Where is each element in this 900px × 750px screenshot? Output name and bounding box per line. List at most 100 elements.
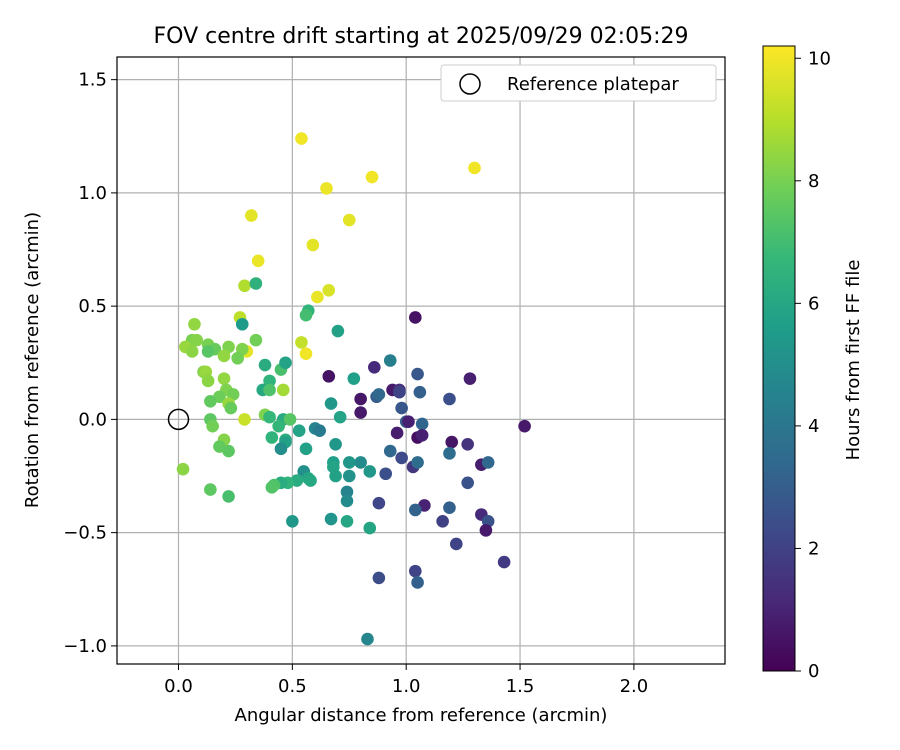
- x-axis-ticks: 0.0 0.5 1.0 1.5 2.0: [164, 664, 648, 697]
- data-point: [390, 426, 404, 440]
- data-point: [331, 324, 345, 338]
- data-point: [263, 410, 276, 424]
- data-point: [479, 524, 493, 537]
- data-point: [313, 424, 326, 438]
- data-point: [518, 419, 531, 433]
- legend-marker-reference: [459, 73, 481, 95]
- data-point: [411, 367, 424, 381]
- data-point: [324, 512, 338, 526]
- data-point: [449, 537, 463, 551]
- data-point: [463, 372, 477, 385]
- legend: Reference platepar: [440, 64, 717, 102]
- y-axis-label: Rotation from reference (arcmin): [22, 212, 43, 508]
- data-point: [235, 317, 249, 331]
- data-point: [279, 356, 292, 370]
- data-point: [299, 308, 313, 322]
- colorbar-gradient: [762, 45, 796, 672]
- data-point: [224, 401, 238, 415]
- data-point: [361, 632, 374, 646]
- data-point: [383, 444, 397, 458]
- data-point: [443, 501, 456, 515]
- data-point: [411, 456, 424, 469]
- data-point: [340, 485, 354, 499]
- data-point: [322, 370, 336, 383]
- data-point: [276, 383, 290, 397]
- data-point: [283, 413, 297, 426]
- data-point: [204, 394, 217, 408]
- data-point: [258, 358, 272, 372]
- data-point: [365, 170, 379, 184]
- data-point: [286, 515, 299, 528]
- data-point: [409, 311, 422, 324]
- data-point: [372, 496, 386, 510]
- data-point: [265, 481, 279, 494]
- colorbar-label: Hours from first FF file: [843, 260, 864, 461]
- data-point: [379, 467, 393, 481]
- data-point: [443, 392, 456, 406]
- data-point: [481, 456, 495, 469]
- data-point: [354, 392, 367, 406]
- data-point: [340, 515, 354, 528]
- plot-area-frame: [116, 56, 726, 665]
- data-point: [415, 428, 429, 442]
- colorbar-tick-label: 4: [808, 416, 819, 437]
- data-point: [445, 435, 459, 449]
- data-point: [383, 354, 397, 367]
- data-point: [176, 462, 190, 476]
- data-point: [222, 444, 235, 458]
- data-point: [497, 555, 511, 569]
- data-point: [409, 564, 422, 578]
- data-point: [295, 132, 308, 145]
- data-point: [238, 413, 251, 426]
- y-tick-label: 0.5: [78, 296, 107, 317]
- data-point: [206, 419, 219, 433]
- data-point: [342, 213, 356, 227]
- data-point: [185, 345, 199, 358]
- x-tick-label: 2.0: [620, 676, 649, 697]
- colorbar-tick-label: 6: [808, 293, 819, 314]
- x-tick-label: 0.0: [164, 676, 193, 697]
- data-point: [354, 406, 367, 419]
- data-point: [324, 397, 338, 410]
- data-point: [201, 345, 215, 358]
- data-point: [329, 469, 342, 483]
- data-point: [409, 503, 422, 517]
- data-point: [201, 374, 215, 388]
- data-point: [249, 277, 263, 290]
- data-point: [411, 576, 424, 589]
- y-tick-label: 0.0: [78, 409, 107, 430]
- data-point: [342, 469, 356, 483]
- data-point: [415, 417, 429, 431]
- legend-box: [440, 64, 717, 102]
- data-point: [363, 465, 377, 478]
- chart-title: FOV centre drift starting at 2025/09/29 …: [154, 24, 689, 49]
- colorbar-ticks: 0 2 4 6 8 10: [795, 48, 831, 682]
- colorbar-tick-label: 0: [808, 661, 819, 682]
- y-tick-label: −0.5: [63, 523, 107, 544]
- x-tick-label: 1.0: [392, 676, 421, 697]
- data-point: [347, 372, 361, 385]
- data-point: [461, 438, 474, 451]
- legend-label: Reference platepar: [507, 74, 679, 95]
- data-point: [354, 456, 367, 469]
- data-point: [249, 333, 263, 347]
- data-point: [263, 374, 276, 388]
- data-point: [299, 347, 313, 361]
- data-point: [245, 209, 258, 222]
- data-point: [306, 238, 320, 252]
- data-point: [322, 283, 336, 297]
- data-point: [311, 290, 324, 304]
- colorbar-tick-label: 10: [808, 48, 831, 69]
- data-point: [251, 254, 265, 268]
- data-point: [274, 442, 288, 456]
- data-point: [461, 476, 474, 490]
- grid-lines: [117, 57, 725, 664]
- colorbar-tick-label: 2: [808, 538, 819, 559]
- data-point: [263, 383, 276, 397]
- y-axis-ticks: −1.0 −0.5 0.0 0.5 1.0 1.5: [63, 70, 117, 657]
- data-point: [395, 451, 408, 465]
- data-point: [295, 336, 308, 349]
- data-point: [190, 333, 204, 347]
- data-point: [292, 424, 306, 438]
